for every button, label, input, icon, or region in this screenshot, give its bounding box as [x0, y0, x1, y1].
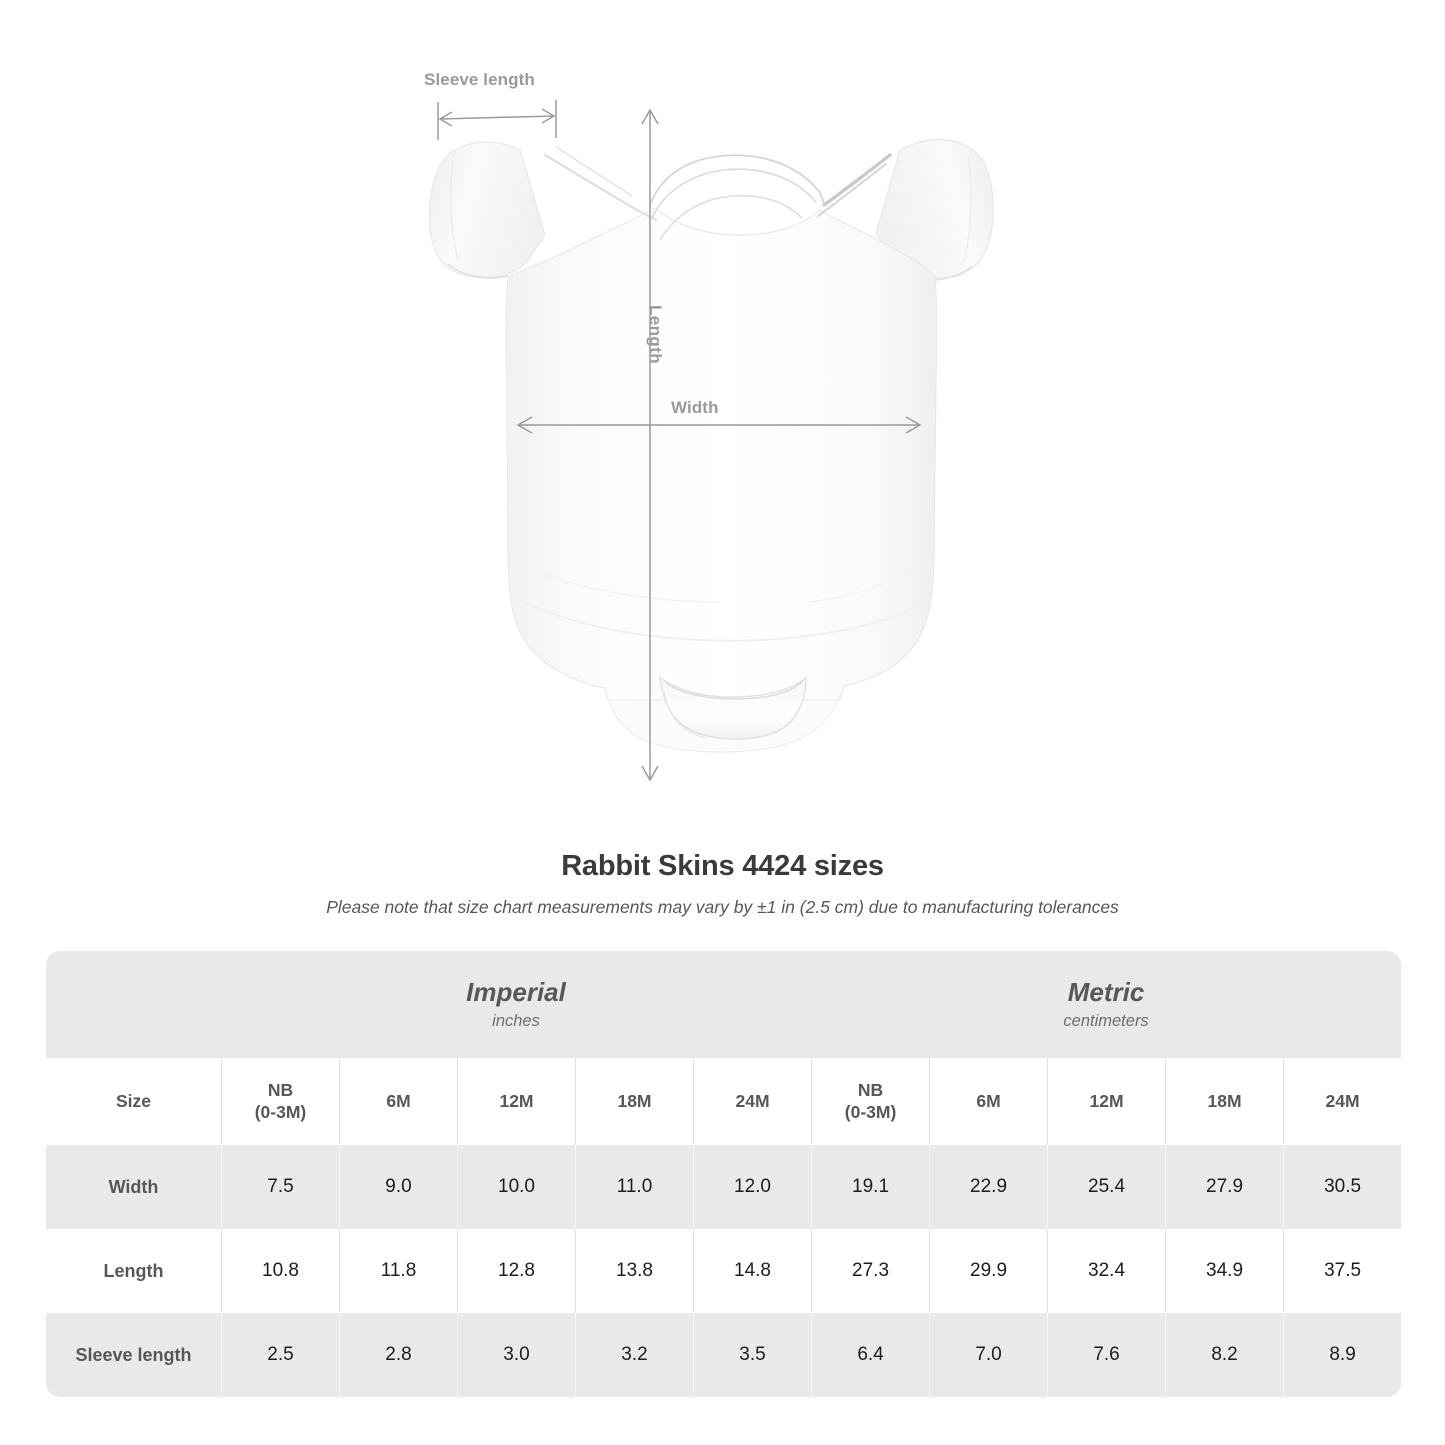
size-chart-table: Imperial inches Metric centimeters Size … [46, 951, 1402, 1397]
header-cell-imperial-24m: 24M [693, 1058, 812, 1145]
header-nb-line2: (0-3M) [254, 1101, 307, 1122]
bodysuit-body-shape [505, 207, 938, 701]
cell-width-imperial-24m: 12.0 [693, 1145, 812, 1229]
length-annotation-label: Length [646, 305, 665, 365]
length-arrowhead-top [641, 108, 659, 125]
cell-width-imperial-6m: 9.0 [339, 1145, 457, 1229]
header-nb-line1: NB [267, 1079, 294, 1100]
row-label-sleeve-length: Sleeve length [46, 1313, 221, 1397]
page-subtitle: Please note that size chart measurements… [326, 897, 1119, 917]
cell-width-metric-nb: 19.1 [811, 1145, 930, 1229]
header-cell-size: Size [46, 1058, 221, 1145]
row-label-width: Width [46, 1145, 221, 1229]
cell-length-metric-18m: 34.9 [1165, 1229, 1284, 1313]
fabric-fold-lines [507, 429, 931, 642]
bodysuit-svg [428, 100, 994, 782]
unit-group-metric: Metric centimeters [811, 951, 1402, 1058]
shoulder-seam-lines [544, 146, 892, 221]
garment-illustration: Sleeve length Length Width [424, 70, 994, 782]
header-nb-metric-line2: (0-3M) [844, 1101, 897, 1122]
cell-sleeve-metric-nb: 6.4 [811, 1313, 930, 1397]
page-title: Rabbit Skins 4424 sizes [561, 850, 884, 882]
cell-length-metric-6m: 29.9 [929, 1229, 1048, 1313]
width-arrowhead-left [516, 416, 533, 434]
table-row: Width 7.5 9.0 10.0 11.0 12.0 19.1 22.9 2… [46, 1145, 1402, 1229]
cell-width-imperial-nb: 7.5 [221, 1145, 339, 1229]
header-cell-metric-6m: 6M [929, 1058, 1048, 1145]
header-cell-metric-12m: 12M [1047, 1058, 1166, 1145]
cell-sleeve-imperial-6m: 2.8 [339, 1313, 457, 1397]
cell-length-metric-24m: 37.5 [1283, 1229, 1402, 1313]
cell-length-metric-nb: 27.3 [811, 1229, 930, 1313]
unit-group-row: Imperial inches Metric centimeters [46, 951, 1402, 1058]
header-cell-imperial-6m: 6M [339, 1058, 457, 1145]
sleeve-length-annotation-label: Sleeve length [424, 70, 535, 89]
cell-sleeve-metric-6m: 7.0 [929, 1313, 1048, 1397]
header-cell-metric-18m: 18M [1165, 1058, 1284, 1145]
unit-group-imperial: Imperial inches [221, 951, 812, 1058]
cell-width-metric-18m: 27.9 [1165, 1145, 1284, 1229]
sleeve-arrow-line [439, 115, 555, 120]
cell-sleeve-imperial-12m: 3.0 [457, 1313, 575, 1397]
header-cell-metric-nb: NB (0-3M) [811, 1058, 930, 1145]
length-arrowhead-bottom [641, 765, 659, 782]
size-chart-table-wrap: Imperial inches Metric centimeters Size … [46, 951, 1402, 1397]
sleeve-arrowhead-right [541, 108, 556, 124]
left-sleeve-shape [428, 141, 546, 279]
annotation-lines [437, 100, 922, 782]
cell-length-imperial-18m: 13.8 [575, 1229, 693, 1313]
cell-length-metric-12m: 32.4 [1047, 1229, 1166, 1313]
table-row: Sleeve length 2.5 2.8 3.0 3.2 3.5 6.4 7.… [46, 1313, 1402, 1397]
size-header-row: Size NB (0-3M) 6M 12M 18M 24M NB (0-3M) … [46, 1058, 1402, 1145]
cell-width-imperial-18m: 11.0 [575, 1145, 693, 1229]
unit-group-imperial-name: Imperial [466, 976, 566, 1007]
cell-width-metric-6m: 22.9 [929, 1145, 1048, 1229]
header-nb-metric-line1: NB [857, 1079, 884, 1100]
table-row: Length 10.8 11.8 12.8 13.8 14.8 27.3 29.… [46, 1229, 1402, 1313]
header-cell-imperial-nb: NB (0-3M) [221, 1058, 339, 1145]
header-cell-imperial-12m: 12M [457, 1058, 575, 1145]
width-annotation-label: Width [671, 398, 719, 417]
cell-sleeve-imperial-24m: 3.5 [693, 1313, 812, 1397]
cell-width-imperial-12m: 10.0 [457, 1145, 575, 1229]
row-label-length: Length [46, 1229, 221, 1313]
cell-length-imperial-nb: 10.8 [221, 1229, 339, 1313]
cell-sleeve-metric-12m: 7.6 [1047, 1313, 1166, 1397]
cell-sleeve-imperial-18m: 3.2 [575, 1313, 693, 1397]
header-cell-imperial-18m: 18M [575, 1058, 693, 1145]
cell-sleeve-metric-18m: 8.2 [1165, 1313, 1284, 1397]
unit-group-imperial-sub: inches [492, 1012, 540, 1031]
crotch-snap-panel [604, 676, 845, 753]
collar-shape [649, 154, 825, 241]
cell-width-metric-24m: 30.5 [1283, 1145, 1402, 1229]
cell-sleeve-imperial-nb: 2.5 [221, 1313, 339, 1397]
cell-length-imperial-24m: 14.8 [693, 1229, 812, 1313]
cell-width-metric-12m: 25.4 [1047, 1145, 1166, 1229]
cell-sleeve-metric-24m: 8.9 [1283, 1313, 1402, 1397]
unit-group-metric-name: Metric [1067, 976, 1145, 1007]
width-arrowhead-right [905, 416, 922, 434]
sleeve-arrowhead-left [438, 111, 453, 127]
header-cell-metric-24m: 24M [1283, 1058, 1402, 1145]
cell-length-imperial-6m: 11.8 [339, 1229, 457, 1313]
unit-group-metric-sub: centimeters [1063, 1012, 1149, 1031]
cell-length-imperial-12m: 12.8 [457, 1229, 575, 1313]
unit-group-spacer [46, 951, 221, 1058]
